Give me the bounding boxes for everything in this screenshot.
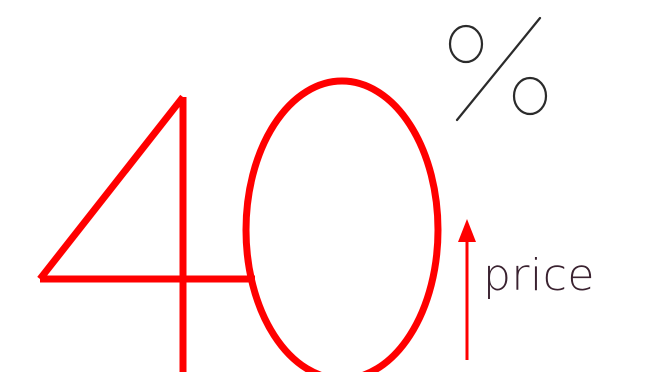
percent-lower-circle xyxy=(512,76,548,116)
up-arrow-icon xyxy=(458,219,476,360)
up-arrow-head xyxy=(458,219,476,242)
price-label: price xyxy=(483,250,596,301)
percent-text: % xyxy=(460,60,461,61)
digit-zero xyxy=(242,77,442,372)
percent-sign xyxy=(448,16,548,122)
digit-four xyxy=(37,94,255,372)
number-text: 40 xyxy=(40,300,41,301)
percent-slash xyxy=(455,16,542,122)
percent-upper-circle xyxy=(448,24,484,64)
digit-four-diagonal xyxy=(37,94,186,282)
